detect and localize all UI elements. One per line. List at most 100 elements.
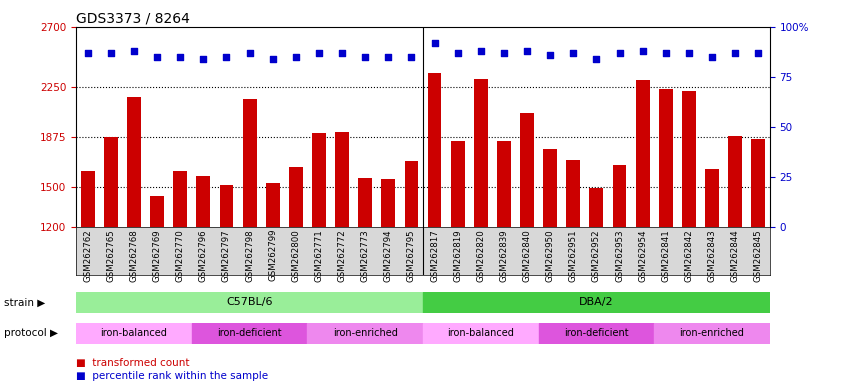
Point <box>613 50 626 56</box>
Point <box>266 56 279 62</box>
Text: GSM262769: GSM262769 <box>152 229 162 281</box>
Bar <box>335 132 349 227</box>
Text: GDS3373 / 8264: GDS3373 / 8264 <box>76 12 190 26</box>
Text: GSM262840: GSM262840 <box>523 229 531 282</box>
Bar <box>173 171 187 227</box>
Point <box>751 50 765 56</box>
Bar <box>288 167 303 227</box>
Text: GSM262797: GSM262797 <box>222 229 231 281</box>
Point <box>682 50 695 56</box>
Bar <box>423 292 770 313</box>
Text: iron-deficient: iron-deficient <box>217 328 282 338</box>
Point <box>104 50 118 56</box>
Text: GSM262951: GSM262951 <box>569 229 578 281</box>
Point <box>289 54 303 60</box>
Point <box>243 50 256 56</box>
Bar <box>543 149 558 227</box>
Text: ■  transformed count: ■ transformed count <box>76 358 190 368</box>
Bar <box>751 139 766 227</box>
Text: protocol ▶: protocol ▶ <box>4 328 58 338</box>
Point <box>312 50 326 56</box>
Point <box>404 54 418 60</box>
Point <box>706 54 719 60</box>
Text: iron-enriched: iron-enriched <box>679 328 744 338</box>
Point <box>497 50 511 56</box>
Bar <box>423 323 539 344</box>
Point <box>81 50 95 56</box>
Bar <box>520 113 534 227</box>
Text: GSM262950: GSM262950 <box>546 229 555 281</box>
Text: GSM262952: GSM262952 <box>592 229 601 281</box>
Bar <box>243 99 256 227</box>
Point <box>590 56 603 62</box>
Text: GSM262820: GSM262820 <box>476 229 486 282</box>
Bar <box>76 292 423 313</box>
Text: GSM262819: GSM262819 <box>453 229 462 281</box>
Bar <box>150 196 164 227</box>
Text: GSM262773: GSM262773 <box>360 229 370 282</box>
Point <box>382 54 395 60</box>
Point <box>728 50 742 56</box>
Bar <box>539 323 654 344</box>
Text: iron-balanced: iron-balanced <box>101 328 168 338</box>
Bar <box>219 185 233 227</box>
Text: GSM262953: GSM262953 <box>615 229 624 281</box>
Bar <box>104 137 118 227</box>
Bar <box>427 73 442 227</box>
Text: GSM262794: GSM262794 <box>384 229 393 281</box>
Text: GSM262762: GSM262762 <box>83 229 92 282</box>
Point <box>335 50 349 56</box>
Bar <box>682 91 696 227</box>
Bar <box>266 183 280 227</box>
Bar <box>654 323 770 344</box>
Point <box>151 54 164 60</box>
Text: GSM262842: GSM262842 <box>684 229 694 282</box>
Text: GSM262796: GSM262796 <box>199 229 208 281</box>
Bar <box>613 166 627 227</box>
Point <box>428 40 442 46</box>
Point <box>636 48 650 54</box>
Text: GSM262845: GSM262845 <box>754 229 763 282</box>
Text: GSM262843: GSM262843 <box>707 229 717 282</box>
Text: GSM262771: GSM262771 <box>315 229 323 282</box>
Text: GSM262768: GSM262768 <box>129 229 139 282</box>
Bar <box>358 178 372 227</box>
Point <box>659 50 673 56</box>
Bar <box>312 133 326 227</box>
Bar <box>728 136 742 227</box>
Bar <box>80 170 95 227</box>
Bar <box>566 160 580 227</box>
Bar <box>705 169 719 227</box>
Text: GSM262839: GSM262839 <box>499 229 508 281</box>
Text: GSM262954: GSM262954 <box>638 229 647 281</box>
Text: GSM262844: GSM262844 <box>731 229 739 282</box>
Text: GSM262841: GSM262841 <box>662 229 670 282</box>
Bar <box>659 89 673 227</box>
Point <box>543 52 557 58</box>
Point <box>567 50 580 56</box>
Text: iron-deficient: iron-deficient <box>564 328 629 338</box>
Text: C57BL/6: C57BL/6 <box>227 297 272 308</box>
Text: iron-enriched: iron-enriched <box>332 328 398 338</box>
Bar <box>382 179 395 227</box>
Text: GSM262795: GSM262795 <box>407 229 416 281</box>
Text: ■  percentile rank within the sample: ■ percentile rank within the sample <box>76 371 268 381</box>
Point <box>196 56 210 62</box>
Text: GSM262817: GSM262817 <box>430 229 439 282</box>
Point <box>474 48 487 54</box>
Text: strain ▶: strain ▶ <box>4 297 46 308</box>
Bar <box>474 79 488 227</box>
Bar <box>635 80 650 227</box>
Point <box>173 54 187 60</box>
Point <box>451 50 464 56</box>
Text: GSM262770: GSM262770 <box>176 229 184 282</box>
Bar <box>497 141 511 227</box>
Text: GSM262765: GSM262765 <box>107 229 115 282</box>
Bar <box>590 188 603 227</box>
Bar <box>127 98 141 227</box>
Bar <box>196 176 211 227</box>
Bar <box>307 323 423 344</box>
Text: GSM262772: GSM262772 <box>338 229 347 282</box>
Point <box>359 54 372 60</box>
Point <box>127 48 140 54</box>
